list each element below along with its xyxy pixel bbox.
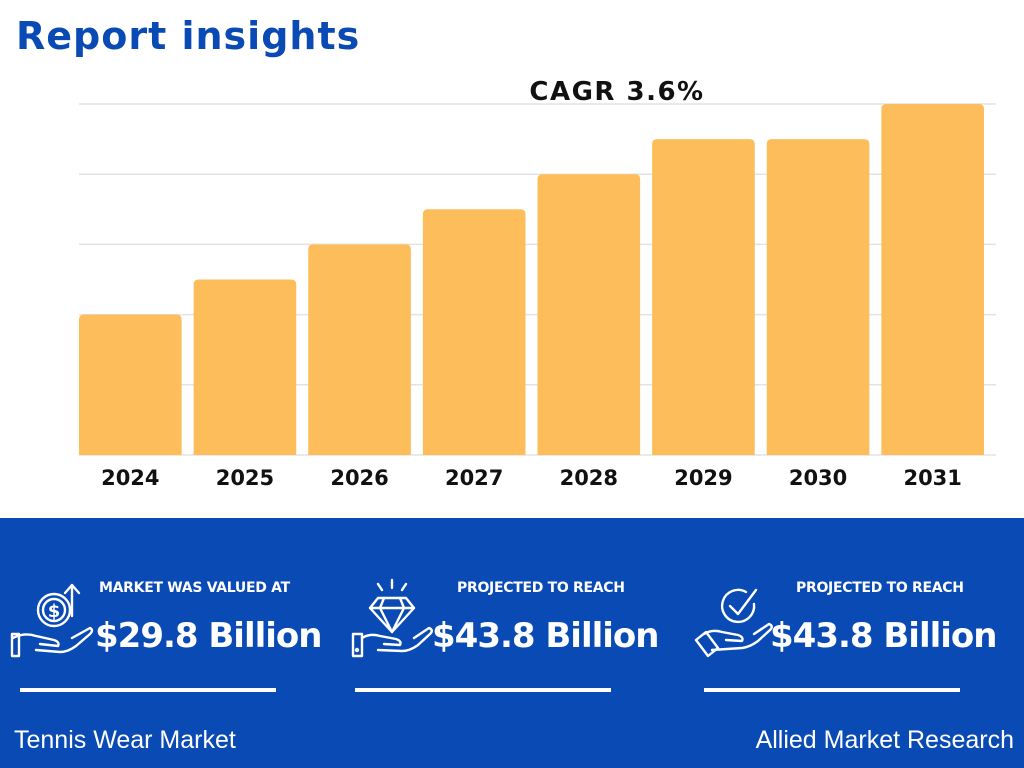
- bar-2029: [652, 139, 755, 455]
- chart-bars: [79, 104, 984, 455]
- stat-label: MARKET WAS VALUED AT: [99, 580, 290, 596]
- stat-market-valued: $ MARKET WAS VALUED AT $29.8 Billion: [10, 570, 330, 700]
- x-tick-label-2029: 2029: [674, 466, 732, 490]
- diamond-hand-icon: [351, 578, 433, 658]
- divider-line: [704, 688, 960, 692]
- bar-chart: 2024 2025 2026 2027 2028 2029 2030 2031 CAGR 3.…: [79, 77, 996, 490]
- publisher-name: Allied Market Research: [755, 726, 1014, 754]
- x-tick-label-2031: 2031: [903, 466, 961, 490]
- bar-2030: [766, 139, 870, 455]
- bar-2031: [881, 104, 984, 455]
- x-tick-label-2026: 2026: [330, 466, 388, 490]
- stat-label: PROJECTED TO REACH: [796, 580, 964, 596]
- x-tick-label-2025: 2025: [216, 466, 274, 490]
- chart-x-tick-labels: 2024 2025 2026 2027 2028 2029 2030 2031: [101, 466, 962, 490]
- summary-panel: $ MARKET WAS VALUED AT $29.8 Billion PRO…: [0, 518, 1024, 768]
- bar-2027: [422, 209, 526, 455]
- stat-projected-2: PROJECTED TO REACH $43.8 Billion: [692, 570, 1012, 700]
- divider-line: [20, 688, 276, 692]
- svg-text:$: $: [48, 601, 61, 622]
- checkmark-hand-icon: [694, 588, 773, 658]
- bar-2026: [308, 244, 411, 455]
- x-tick-label-2028: 2028: [560, 466, 618, 490]
- divider-line: [355, 688, 611, 692]
- stat-value: $29.8 Billion: [95, 616, 322, 656]
- stat-label: PROJECTED TO REACH: [457, 580, 625, 596]
- page-title: Report insights: [16, 14, 361, 58]
- x-tick-label-2030: 2030: [789, 466, 847, 490]
- x-tick-label-2024: 2024: [101, 466, 159, 490]
- bar-2025: [193, 279, 297, 455]
- bar-2024: [79, 314, 182, 455]
- stat-projected-1: PROJECTED TO REACH $43.8 Billion: [350, 570, 670, 700]
- x-tick-label-2027: 2027: [445, 466, 503, 490]
- stat-value: $43.8 Billion: [432, 616, 659, 656]
- dollar-coin-hand-icon: $: [10, 583, 94, 658]
- bar-2028: [537, 174, 641, 455]
- stat-value: $43.8 Billion: [770, 616, 997, 656]
- market-name: Tennis Wear Market: [14, 726, 236, 754]
- cagr-annotation: CAGR 3.6%: [529, 77, 704, 107]
